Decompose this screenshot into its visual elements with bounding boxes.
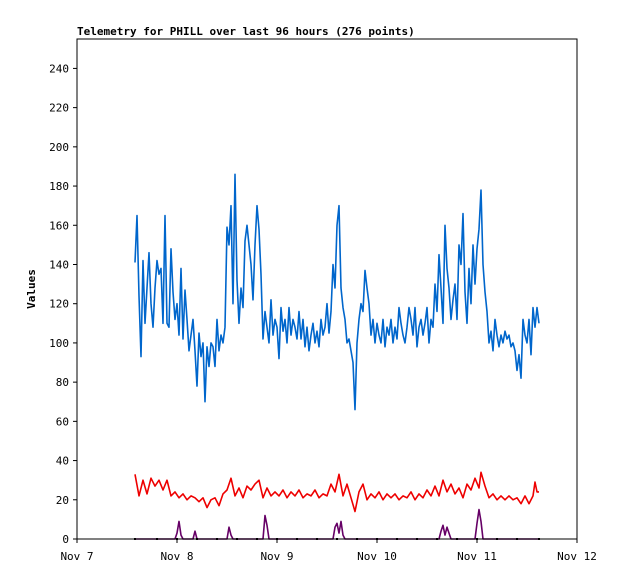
series-4-point — [476, 538, 478, 540]
y-tick-label: 120 — [49, 298, 69, 311]
x-tick-label: Nov 10 — [357, 550, 397, 563]
y-tick-label: 240 — [49, 62, 69, 75]
series-4-point — [336, 538, 338, 540]
series-4-point — [456, 538, 458, 540]
y-tick-label: 160 — [49, 219, 69, 232]
series-4-point — [296, 538, 298, 540]
x-tick-label: Nov 11 — [457, 550, 497, 563]
series-4-point — [416, 538, 418, 540]
y-tick-label: 0 — [62, 533, 69, 546]
series-2-line — [134, 471, 539, 513]
series-4 — [134, 538, 540, 540]
y-tick-label: 200 — [49, 141, 69, 154]
series-1 — [134, 173, 540, 411]
series-4-point — [196, 538, 198, 540]
series-4-point — [538, 538, 540, 540]
series-layer — [134, 173, 540, 540]
series-4-point — [376, 538, 378, 540]
series-4-point — [316, 538, 318, 540]
y-tick-label: 140 — [49, 258, 69, 271]
x-tick-label: Nov 9 — [260, 550, 293, 563]
series-4-point — [496, 538, 498, 540]
series-4-point — [356, 538, 358, 540]
y-tick-label: 60 — [56, 415, 69, 428]
y-tick-label: 40 — [56, 455, 69, 468]
y-axis-ticks: 0 20 40 60 80 100 120 140 160 180 200 220 240 — [49, 62, 77, 546]
y-axis-label: Values — [25, 269, 38, 309]
y-tick-label: 220 — [49, 102, 69, 115]
y-tick-label: 100 — [49, 337, 69, 350]
series-4-point — [276, 538, 278, 540]
series-4-point — [256, 538, 258, 540]
chart-title: Telemetry for PHILL over last 96 hours (… — [77, 25, 415, 38]
x-tick-label: Nov 8 — [160, 550, 193, 563]
x-tick-label: Nov 12 — [557, 550, 597, 563]
y-tick-label: 180 — [49, 180, 69, 193]
y-tick-label: 80 — [56, 376, 69, 389]
y-tick-label: 20 — [56, 494, 69, 507]
series-2 — [134, 471, 539, 513]
series-4-point — [516, 538, 518, 540]
plot-frame — [76, 38, 578, 540]
series-4-point — [176, 538, 178, 540]
x-tick-label: Nov 7 — [60, 550, 93, 563]
series-4-point — [436, 538, 438, 540]
series-1-line — [134, 173, 540, 411]
series-4-point — [396, 538, 398, 540]
series-4-point — [156, 538, 158, 540]
series-4-point — [216, 538, 218, 540]
x-axis-ticks: Nov 7 Nov 8 Nov 9 Nov 10 Nov 11 Nov 12 — [60, 539, 597, 563]
series-4-point — [236, 538, 238, 540]
series-4-point — [134, 538, 136, 540]
